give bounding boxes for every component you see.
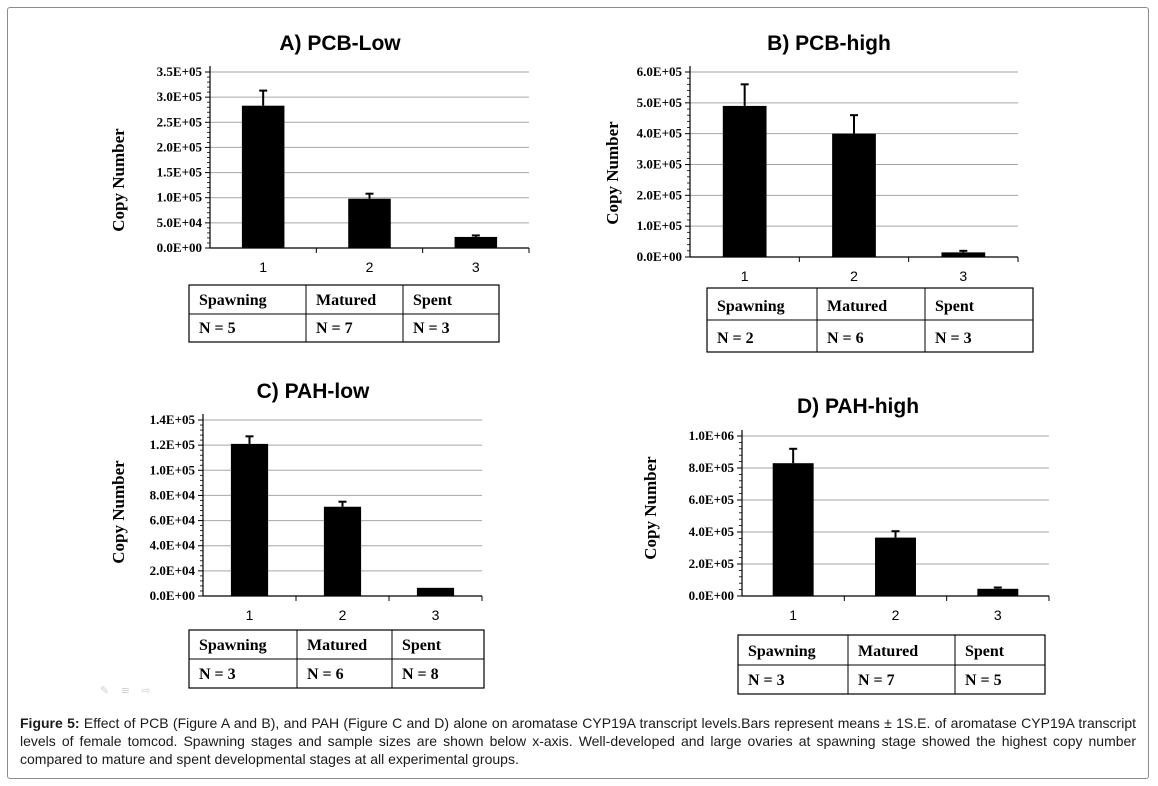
bar-1: [241, 105, 285, 248]
y-tick-label: 1.4E+05: [150, 412, 196, 427]
y-axis-label: Copy Number: [603, 121, 622, 225]
bar-1: [722, 105, 767, 258]
sample-size: N = 6: [827, 330, 864, 347]
bar-3: [416, 587, 455, 596]
sample-size: N = 6: [307, 666, 344, 683]
bar-2: [875, 537, 916, 596]
bar-2: [323, 506, 362, 596]
stage-header: Spawning: [717, 298, 785, 315]
y-axis-label: Copy Number: [641, 456, 660, 560]
x-tick-label: 3: [959, 268, 967, 284]
sample-size: N = 2: [717, 330, 754, 347]
bar-3: [977, 588, 1019, 596]
bar-1: [772, 463, 814, 596]
sample-size: N = 5: [965, 672, 1002, 689]
y-tick-label: 3.0E+05: [157, 89, 203, 104]
stage-header: Matured: [827, 298, 887, 315]
y-tick-label: 6.0E+05: [637, 64, 683, 79]
x-tick-label: 1: [259, 259, 267, 275]
y-tick-label: 4.0E+05: [689, 524, 735, 539]
sample-size: N = 3: [748, 672, 785, 689]
stage-header: Matured: [858, 643, 918, 660]
sample-size: N = 5: [199, 320, 236, 337]
figure-frame: [7, 7, 1149, 779]
y-tick-label: 6.0E+05: [689, 492, 735, 507]
x-tick-label: 1: [789, 607, 797, 623]
bar-3: [454, 236, 498, 248]
chart-title: C) PAH-low: [257, 380, 370, 403]
stage-table: Spawning N = 5 Matured N = 7 Spent N = 3: [188, 284, 500, 343]
x-tick-label: 3: [432, 607, 440, 623]
stage-table: Spawning N = 2 Matured N = 6 Spent N = 3: [706, 287, 1034, 353]
x-tick-label: 2: [892, 607, 900, 623]
y-tick-label: 3.5E+05: [157, 64, 203, 79]
x-tick-label: 2: [339, 607, 347, 623]
x-tick-label: 1: [741, 268, 749, 284]
y-tick-label: 0.0E+00: [637, 249, 682, 264]
sample-size: N = 3: [199, 666, 236, 683]
decorative-toolbar-icons: ✎ ≡ ⇨: [100, 684, 155, 697]
x-tick-label: 1: [246, 607, 254, 623]
y-tick-label: 1.0E+05: [157, 190, 203, 205]
y-tick-label: 2.0E+05: [157, 139, 203, 154]
y-tick-label: 0.0E+00: [150, 588, 195, 603]
y-tick-label: 2.0E+05: [637, 187, 683, 202]
stage-header: Matured: [307, 637, 367, 654]
y-tick-label: 5.0E+05: [637, 95, 683, 110]
y-tick-label: 1.2E+05: [150, 437, 196, 452]
stage-header: Spawning: [199, 637, 267, 654]
bar-2: [832, 133, 876, 257]
sample-size: N = 7: [316, 320, 353, 337]
stage-header: Spawning: [748, 643, 816, 660]
stage-table: Spawning N = 3 Matured N = 7 Spent N = 5: [737, 634, 1046, 695]
bar-2: [348, 198, 391, 248]
x-tick-label: 3: [472, 259, 480, 275]
y-axis-label: Copy Number: [109, 128, 128, 232]
stage-header: Spent: [413, 292, 453, 309]
bar-3: [941, 252, 986, 257]
y-tick-label: 2.0E+05: [689, 556, 735, 571]
chart-panel-c: C) PAH-low Copy Number 0.0E+00 2.0E+04 4.0E+…: [109, 380, 485, 689]
sample-size: N = 3: [413, 320, 450, 337]
stage-header: Spent: [935, 298, 975, 315]
y-tick-label: 1.0E+05: [150, 462, 196, 477]
y-tick-label: 0.0E+00: [157, 240, 202, 255]
stage-header: Spent: [402, 637, 442, 654]
stage-table: Spawning N = 3 Matured N = 6 Spent N = 8: [188, 629, 485, 689]
y-tick-label: 2.5E+05: [157, 114, 203, 129]
x-tick-label: 2: [366, 259, 374, 275]
figure-caption: Figure 5: Effect of PCB (Figure A and B)…: [20, 714, 1136, 768]
figure-label: Figure 5:: [20, 715, 80, 731]
sample-size: N = 8: [402, 666, 439, 683]
x-tick-label: 3: [994, 607, 1002, 623]
y-tick-label: 4.0E+04: [150, 538, 196, 553]
bar-1: [230, 443, 269, 596]
y-tick-label: 0.0E+00: [689, 588, 734, 603]
stage-header: Matured: [316, 292, 376, 309]
stage-header: Spent: [965, 643, 1005, 660]
y-tick-label: 1.0E+05: [637, 218, 683, 233]
sample-size: N = 3: [935, 330, 972, 347]
chart-title: D) PAH-high: [797, 395, 919, 418]
chart-title: A) PCB-Low: [279, 32, 401, 55]
chart-panel-a: A) PCB-Low Copy Number 0.0E+00 5.0E+04 1.0E+…: [109, 32, 530, 343]
x-tick-label: 2: [850, 268, 858, 284]
y-tick-label: 3.0E+05: [637, 157, 683, 172]
chart-panel-d: D) PAH-high Copy Number 0.0E+00 2.0E+05 4.0E…: [641, 395, 1050, 695]
y-tick-label: 4.0E+05: [637, 126, 683, 141]
y-tick-label: 2.0E+04: [150, 563, 196, 578]
sample-size: N = 7: [858, 672, 895, 689]
y-tick-label: 8.0E+05: [689, 460, 735, 475]
chart-panel-b: B) PCB-high Copy Number 0.0E+00 1.0E+05 2.0E…: [603, 32, 1034, 353]
chart-title: B) PCB-high: [767, 32, 891, 55]
y-tick-label: 1.5E+05: [157, 165, 203, 180]
caption-text: Effect of PCB (Figure A and B), and PAH …: [20, 715, 1136, 767]
y-tick-label: 1.0E+06: [689, 428, 735, 443]
y-axis-label: Copy Number: [109, 460, 128, 564]
y-tick-label: 6.0E+04: [150, 513, 196, 528]
y-tick-label: 8.0E+04: [150, 487, 196, 502]
stage-header: Spawning: [199, 292, 267, 309]
y-tick-label: 5.0E+04: [157, 215, 203, 230]
